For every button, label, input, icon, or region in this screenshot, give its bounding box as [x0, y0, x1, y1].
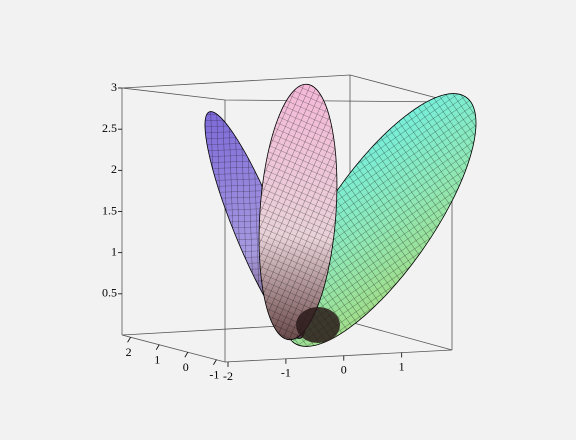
- y-tick-label: 2: [126, 345, 132, 359]
- z-tick-label: 0.5: [102, 286, 117, 300]
- y-tick: [155, 344, 160, 350]
- z-tick-label: 1: [111, 244, 117, 258]
- z-tick-label: 2.5: [102, 121, 117, 135]
- y-tick: [213, 359, 217, 365]
- surface: [204, 83, 477, 347]
- x-tick-label: 0: [341, 362, 347, 376]
- y-tick: [127, 337, 131, 343]
- x-tick-label: -2: [223, 369, 233, 383]
- x-tick-label: 1: [399, 359, 405, 373]
- z-tick-label: 3: [111, 80, 117, 94]
- y-tick-label: 1: [154, 353, 160, 367]
- y-tick-label: 0: [183, 360, 189, 374]
- y-tick-label: -1: [209, 368, 219, 382]
- x-tick-label: -1: [281, 366, 291, 380]
- z-tick-label: 1.5: [102, 203, 117, 217]
- y-tick: [184, 352, 189, 358]
- z-tick-label: 2: [111, 162, 117, 176]
